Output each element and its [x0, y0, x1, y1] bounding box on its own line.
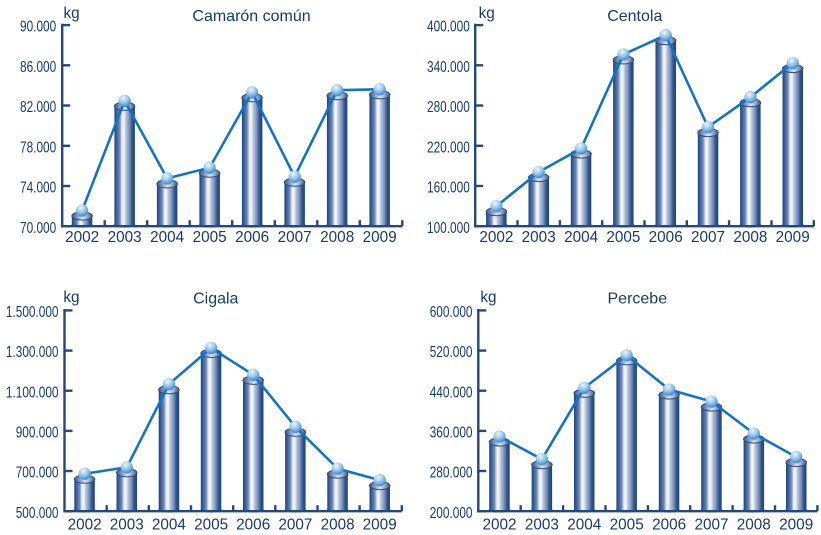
svg-text:70.000: 70.000	[20, 218, 56, 236]
svg-text:2007: 2007	[691, 229, 725, 246]
svg-text:kg: kg	[480, 289, 496, 306]
svg-text:2005: 2005	[610, 516, 644, 533]
svg-text:2009: 2009	[779, 516, 813, 533]
svg-text:2007: 2007	[278, 516, 312, 533]
svg-text:2007: 2007	[694, 516, 728, 533]
svg-text:160.000: 160.000	[427, 178, 470, 196]
svg-text:2008: 2008	[320, 229, 354, 246]
svg-text:2002: 2002	[482, 516, 516, 533]
svg-text:2007: 2007	[278, 229, 312, 246]
svg-text:86.000: 86.000	[20, 57, 56, 75]
svg-text:1.300.000: 1.300.000	[6, 342, 59, 360]
svg-text:78.000: 78.000	[20, 138, 56, 156]
svg-text:280.000: 280.000	[430, 463, 473, 481]
svg-text:900.000: 900.000	[16, 423, 59, 441]
svg-text:2006: 2006	[235, 229, 269, 246]
svg-text:600.000: 600.000	[430, 302, 473, 320]
svg-text:200.000: 200.000	[430, 503, 473, 521]
svg-text:1.100.000: 1.100.000	[6, 383, 59, 401]
svg-text:280.000: 280.000	[427, 97, 470, 115]
svg-text:Cigala: Cigala	[193, 291, 238, 308]
svg-text:2009: 2009	[363, 516, 397, 533]
svg-text:340.000: 340.000	[427, 57, 470, 75]
svg-text:700.000: 700.000	[16, 463, 59, 481]
svg-text:2004: 2004	[150, 229, 185, 246]
svg-text:1.500.000: 1.500.000	[6, 302, 59, 320]
svg-text:kg: kg	[479, 5, 495, 22]
svg-text:360.000: 360.000	[430, 423, 473, 441]
svg-text:2006: 2006	[652, 516, 686, 533]
svg-text:2004: 2004	[152, 516, 187, 533]
svg-text:2006: 2006	[236, 516, 270, 533]
svg-text:2006: 2006	[649, 229, 683, 246]
svg-text:Camarón común: Camarón común	[192, 8, 310, 25]
svg-text:2003: 2003	[522, 229, 556, 246]
svg-text:74.000: 74.000	[20, 178, 56, 196]
svg-text:2009: 2009	[776, 229, 810, 246]
svg-text:kg: kg	[63, 289, 79, 306]
svg-text:520.000: 520.000	[430, 342, 473, 360]
svg-text:2005: 2005	[193, 229, 227, 246]
svg-text:2004: 2004	[567, 516, 602, 533]
svg-text:2003: 2003	[525, 516, 559, 533]
svg-text:220.000: 220.000	[427, 138, 470, 156]
svg-text:2009: 2009	[363, 229, 397, 246]
svg-text:100.000: 100.000	[427, 218, 470, 236]
svg-text:82.000: 82.000	[20, 97, 56, 115]
svg-text:2008: 2008	[737, 516, 771, 533]
svg-text:2002: 2002	[65, 229, 99, 246]
svg-text:2002: 2002	[479, 229, 513, 246]
svg-text:2005: 2005	[606, 229, 640, 246]
svg-text:2002: 2002	[68, 516, 102, 533]
svg-text:2004: 2004	[564, 229, 599, 246]
svg-text:Centola: Centola	[607, 8, 662, 25]
svg-text:2003: 2003	[108, 229, 142, 246]
svg-text:500.000: 500.000	[16, 503, 59, 521]
svg-text:Percebe: Percebe	[608, 291, 668, 308]
svg-text:90.000: 90.000	[20, 17, 56, 35]
svg-text:2003: 2003	[110, 516, 144, 533]
svg-text:440.000: 440.000	[430, 383, 473, 401]
svg-text:kg: kg	[64, 5, 80, 22]
svg-text:2005: 2005	[194, 516, 228, 533]
svg-text:2008: 2008	[733, 229, 767, 246]
svg-text:2008: 2008	[321, 516, 355, 533]
svg-text:400.000: 400.000	[427, 17, 470, 35]
